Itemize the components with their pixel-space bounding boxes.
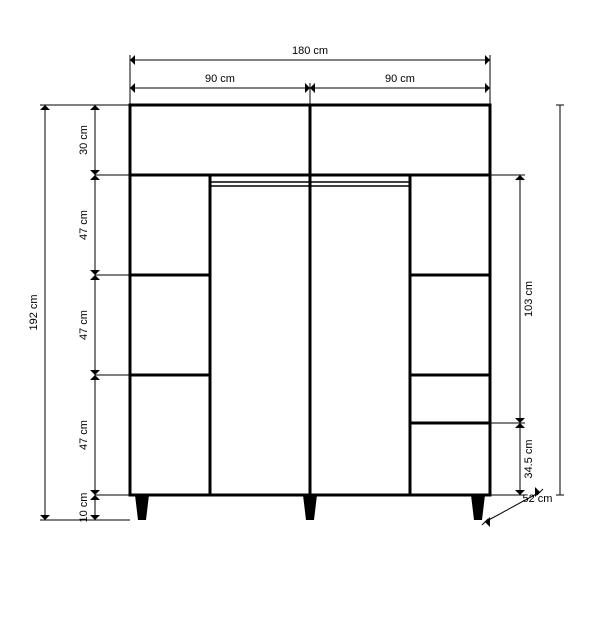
arrowhead <box>515 423 525 428</box>
leg-0 <box>135 495 149 520</box>
arrowhead <box>90 105 100 110</box>
arrowhead <box>90 375 100 380</box>
arrowhead <box>130 55 135 65</box>
arrowhead <box>90 275 100 280</box>
arrowhead <box>515 418 525 423</box>
dim-label: 180 cm <box>292 45 328 57</box>
arrowhead <box>485 83 490 93</box>
arrowhead <box>90 170 100 175</box>
arrowhead <box>40 105 50 110</box>
arrowhead <box>485 55 490 65</box>
dim-label: 47 cm <box>78 420 90 450</box>
arrowhead <box>130 83 135 93</box>
arrowhead <box>90 175 100 180</box>
leg-2 <box>471 495 485 520</box>
dim-label: 47 cm <box>78 310 90 340</box>
dim-label: 10 cm <box>78 493 90 523</box>
arrowhead <box>90 270 100 275</box>
arrowhead <box>515 175 525 180</box>
dim-label: 30 cm <box>78 125 90 155</box>
dim-label: 90 cm <box>205 73 235 85</box>
dim-label: 90 cm <box>385 73 415 85</box>
arrowhead <box>310 83 315 93</box>
arrowhead <box>305 83 310 93</box>
leg-1 <box>303 495 317 520</box>
depth-label: 52 cm <box>523 493 553 505</box>
dim-label: 103 cm <box>523 281 535 317</box>
arrowhead <box>90 495 100 500</box>
dim-label: 47 cm <box>78 210 90 240</box>
arrowhead <box>485 517 490 527</box>
dim-label: 34.5 cm <box>523 439 535 478</box>
arrowhead <box>90 490 100 495</box>
arrowhead <box>90 515 100 520</box>
arrowhead <box>40 515 50 520</box>
arrowhead <box>90 370 100 375</box>
dim-label: 192 cm <box>28 294 40 330</box>
